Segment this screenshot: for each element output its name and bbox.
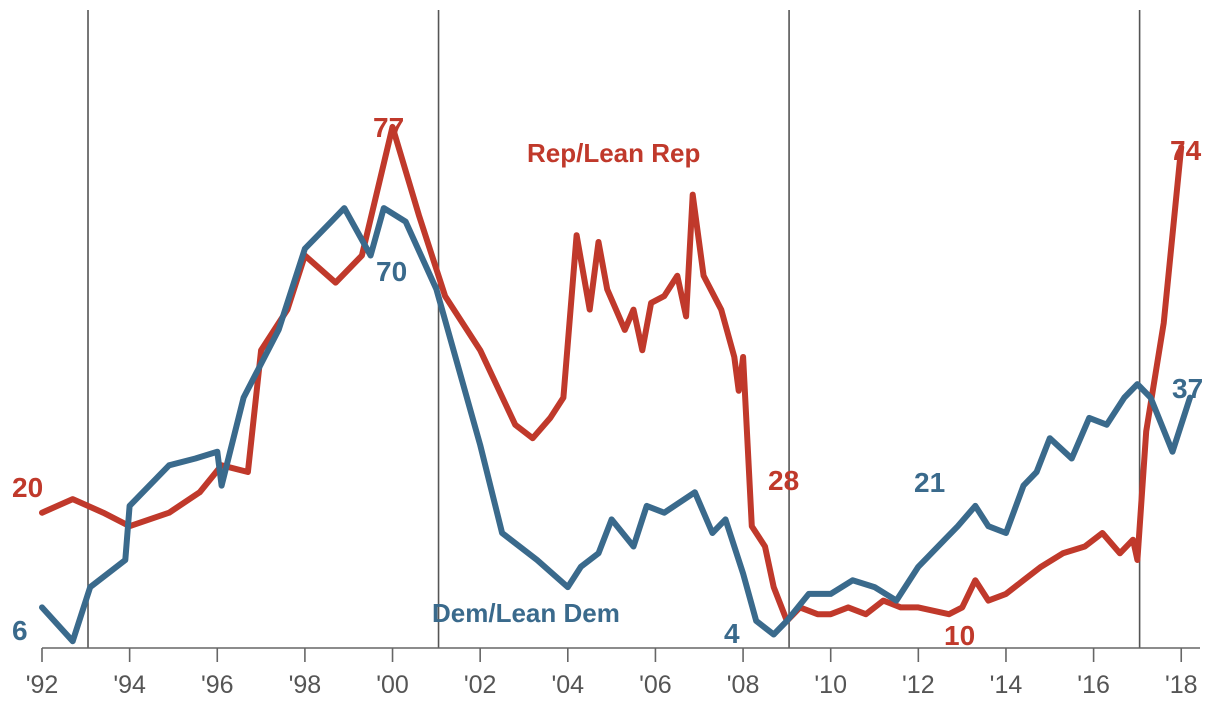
series-line-dem [39,205,1193,645]
x-tick-label: '92 [26,671,59,699]
x-tick-label: '04 [552,671,585,699]
value-label-rep-74: 74 [1170,135,1202,166]
series-line-rep [39,123,1185,624]
x-tick-label: '08 [727,671,760,699]
reference-lines [87,10,1141,648]
x-axis: '92 '94 '96 '98 '00 '02 '04 '06 '08 '10 '12 '14 '16 '… [26,647,1200,699]
x-tick-label: '18 [1165,671,1198,699]
x-tick-label: '02 [464,671,497,699]
series-lines [39,123,1193,645]
value-label-rep-20: 20 [12,472,43,503]
x-tick-label: '98 [289,671,322,699]
value-label-rep-28: 28 [768,465,799,496]
x-tick-label: '14 [990,671,1023,699]
x-tick-label: '00 [376,671,409,699]
value-label-dem-37: 37 [1172,373,1203,404]
value-label-dem-70: 70 [376,256,407,287]
x-tick-label: '06 [639,671,672,699]
series-label-dem: Dem/Lean Dem [432,598,620,628]
value-label-dem-4: 4 [724,618,740,649]
value-label-rep-77: 77 [373,112,404,143]
x-tick-label: '96 [201,671,234,699]
series-label-rep: Rep/Lean Rep [527,138,700,168]
x-tick-label: '12 [902,671,935,699]
x-tick-label: '94 [113,671,146,699]
value-label-rep-10: 10 [944,620,975,651]
value-label-dem-6: 6 [12,615,28,646]
x-tick-label: '16 [1077,671,1110,699]
value-label-dem-21: 21 [914,467,945,498]
x-tick-label: '10 [814,671,847,699]
